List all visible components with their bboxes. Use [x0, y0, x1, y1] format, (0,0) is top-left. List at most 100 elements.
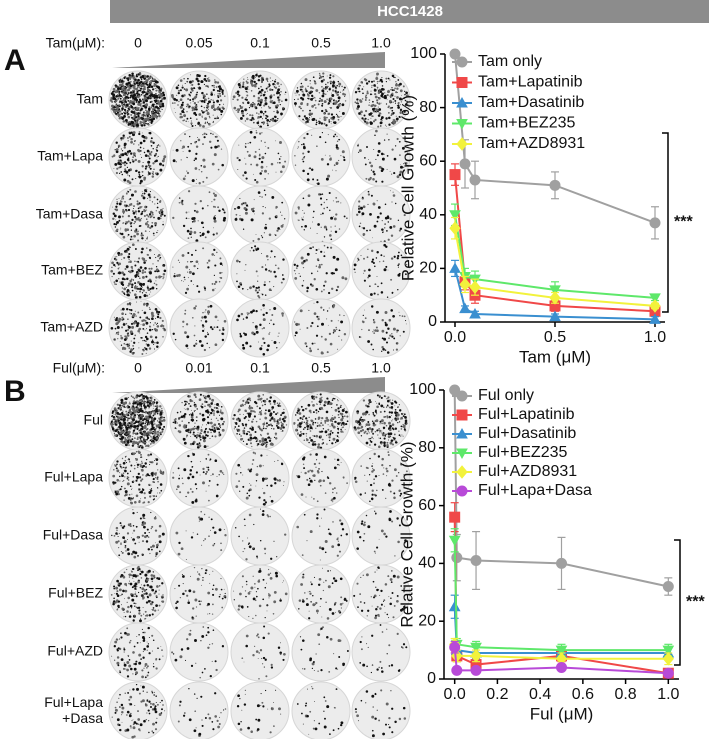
colony: [273, 399, 276, 403]
colony: [332, 75, 335, 78]
colony: [374, 134, 376, 137]
colony: [263, 232, 266, 234]
colony: [336, 439, 339, 443]
colony: [264, 102, 268, 106]
colony: [221, 106, 224, 109]
colony: [162, 325, 165, 327]
colony: [150, 76, 151, 78]
colony: [211, 162, 215, 166]
colony: [188, 421, 190, 424]
colony: [188, 211, 190, 213]
colony: [185, 88, 189, 92]
colony: [323, 400, 327, 404]
colony: [150, 96, 153, 99]
colony: [131, 178, 134, 181]
colony: [131, 159, 134, 161]
colony: [193, 433, 195, 436]
colony: [210, 93, 214, 96]
colony: [380, 122, 382, 125]
colony: [389, 95, 392, 98]
colony: [319, 74, 321, 76]
colony: [326, 397, 329, 400]
colony: [116, 198, 118, 201]
colony: [245, 177, 248, 180]
colony: [249, 114, 252, 117]
colony: [140, 285, 143, 288]
colony: [358, 112, 361, 115]
colony: [324, 108, 327, 112]
colony: [111, 276, 113, 278]
colony: [237, 108, 241, 112]
colony: [141, 271, 144, 274]
colony: [145, 343, 148, 345]
colony: [148, 325, 151, 328]
colony: [139, 122, 142, 125]
colony: [150, 85, 154, 88]
colony: [141, 190, 143, 192]
colony: [215, 232, 219, 235]
colony: [131, 406, 133, 408]
colony: [216, 106, 219, 109]
colony: [132, 435, 134, 438]
colony: [263, 341, 266, 344]
colony: [174, 421, 177, 424]
colony: [128, 106, 131, 108]
colony: [129, 198, 132, 200]
colony: [216, 146, 218, 148]
colony: [232, 417, 235, 420]
colony: [220, 417, 224, 421]
colony: [125, 313, 127, 315]
colony: [377, 142, 381, 145]
colony: [121, 287, 123, 289]
colony: [216, 326, 219, 329]
colony: [378, 108, 382, 111]
colony: [116, 332, 118, 334]
colony: [210, 402, 213, 405]
colony: [237, 169, 239, 171]
colony: [194, 404, 197, 408]
colony: [252, 77, 255, 80]
colony: [161, 108, 163, 110]
colony: [129, 260, 132, 263]
colony: [138, 102, 142, 106]
colony: [127, 113, 130, 115]
colony: [135, 213, 138, 215]
colony: [293, 99, 296, 101]
colony: [303, 115, 307, 118]
colony: [304, 342, 307, 345]
colony: [151, 314, 155, 318]
colony: [265, 145, 267, 147]
colony: [118, 219, 121, 222]
colony: [142, 289, 145, 292]
colony: [191, 220, 194, 223]
colony: [336, 399, 338, 401]
colony: [153, 84, 157, 87]
colony: [146, 247, 148, 249]
colony: [121, 104, 123, 107]
colony: [193, 209, 196, 212]
colony: [194, 325, 196, 327]
colony: [379, 78, 383, 82]
colony: [253, 155, 257, 159]
colony: [336, 404, 338, 406]
colony: [254, 150, 257, 153]
colony: [141, 292, 144, 294]
colony: [395, 91, 398, 94]
colony: [284, 218, 286, 220]
colony: [372, 170, 375, 173]
colony: [243, 417, 246, 420]
colony: [308, 309, 310, 311]
colony: [134, 293, 137, 296]
colony: [381, 180, 384, 183]
colony: [319, 403, 321, 405]
colony: [373, 84, 376, 87]
colony: [396, 137, 399, 141]
colony: [186, 436, 188, 438]
colony: [354, 271, 356, 273]
colony: [137, 78, 140, 82]
colony: [124, 442, 126, 445]
colony: [260, 160, 264, 164]
colony: [191, 179, 195, 183]
colony: [187, 145, 190, 148]
colony: [361, 98, 364, 100]
